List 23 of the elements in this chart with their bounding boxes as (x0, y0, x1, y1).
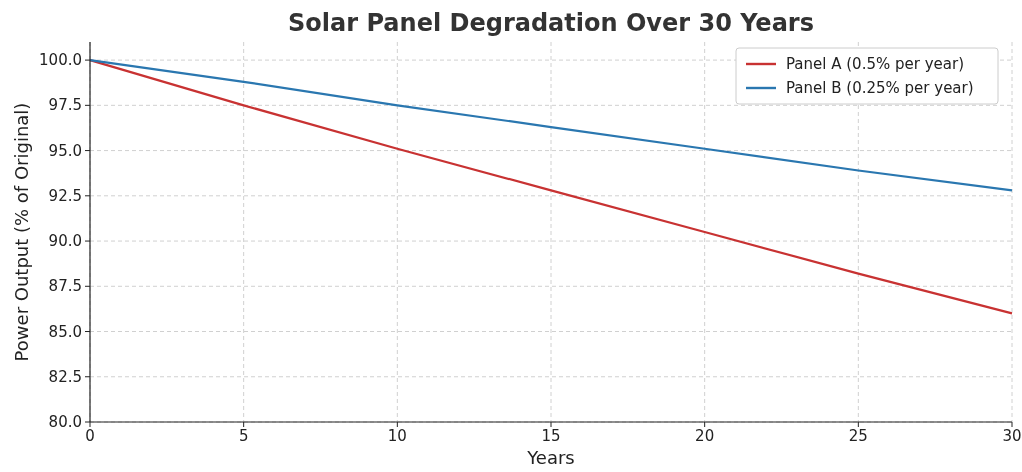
x-tick-label: 15 (541, 427, 561, 445)
x-tick-label: 30 (1002, 427, 1022, 445)
x-tick-label: 10 (387, 427, 407, 445)
y-tick-label: 80.0 (48, 413, 82, 431)
legend-label: Panel B (0.25% per year) (786, 79, 974, 97)
line-series (88, 59, 1014, 192)
legend-label: Panel A (0.5% per year) (786, 55, 964, 73)
y-tick-label: 100.0 (39, 51, 82, 70)
y-tick-label: 97.5 (48, 96, 82, 115)
x-tick-label: 25 (848, 427, 868, 445)
y-tick-label: 90.0 (48, 232, 82, 251)
x-axis-title: Years (526, 447, 575, 468)
y-tick-label: 92.5 (48, 186, 82, 205)
y-tick-label: 95.0 (48, 141, 82, 160)
y-tick-label: 87.5 (48, 277, 82, 296)
chart-title: Solar Panel Degradation Over 30 Years (288, 9, 814, 37)
x-tick-label: 0 (85, 427, 95, 445)
x-tick-label: 5 (238, 427, 249, 445)
y-tick-label: 82.5 (48, 367, 82, 386)
x-tick-label: 20 (695, 427, 715, 445)
line-series (88, 59, 1014, 315)
y-axis-title: Power Output (% of Original) (11, 102, 32, 362)
y-tick-label: 85.0 (48, 322, 82, 341)
